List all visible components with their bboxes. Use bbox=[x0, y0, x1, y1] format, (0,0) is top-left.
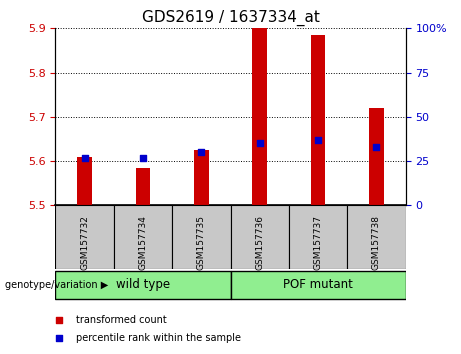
Text: GSM157736: GSM157736 bbox=[255, 215, 264, 270]
Text: GSM157734: GSM157734 bbox=[138, 215, 148, 270]
Text: wild type: wild type bbox=[116, 278, 170, 291]
Point bbox=[256, 141, 263, 146]
FancyBboxPatch shape bbox=[230, 271, 406, 299]
Point bbox=[259, 246, 266, 252]
Text: GSM157738: GSM157738 bbox=[372, 215, 381, 270]
Bar bbox=[77, 156, 92, 205]
Point bbox=[259, 85, 266, 91]
FancyBboxPatch shape bbox=[230, 205, 289, 269]
Point bbox=[139, 155, 147, 160]
Point bbox=[198, 149, 205, 155]
Bar bbox=[311, 35, 325, 205]
Bar bbox=[369, 108, 384, 205]
Bar bbox=[136, 168, 150, 205]
Point bbox=[314, 137, 322, 143]
FancyBboxPatch shape bbox=[172, 205, 230, 269]
FancyBboxPatch shape bbox=[289, 205, 347, 269]
FancyBboxPatch shape bbox=[114, 205, 172, 269]
Text: percentile rank within the sample: percentile rank within the sample bbox=[77, 333, 242, 343]
FancyBboxPatch shape bbox=[55, 205, 114, 269]
Text: GSM157735: GSM157735 bbox=[197, 215, 206, 270]
Text: transformed count: transformed count bbox=[77, 315, 167, 325]
Text: GSM157732: GSM157732 bbox=[80, 215, 89, 270]
Text: GSM157737: GSM157737 bbox=[313, 215, 323, 270]
FancyBboxPatch shape bbox=[347, 205, 406, 269]
Text: POF mutant: POF mutant bbox=[283, 278, 353, 291]
FancyBboxPatch shape bbox=[55, 271, 230, 299]
Bar bbox=[253, 28, 267, 205]
Point bbox=[373, 144, 380, 150]
Bar bbox=[194, 150, 208, 205]
Text: genotype/variation ▶: genotype/variation ▶ bbox=[5, 280, 108, 290]
Point bbox=[81, 155, 88, 160]
Title: GDS2619 / 1637334_at: GDS2619 / 1637334_at bbox=[142, 9, 319, 25]
